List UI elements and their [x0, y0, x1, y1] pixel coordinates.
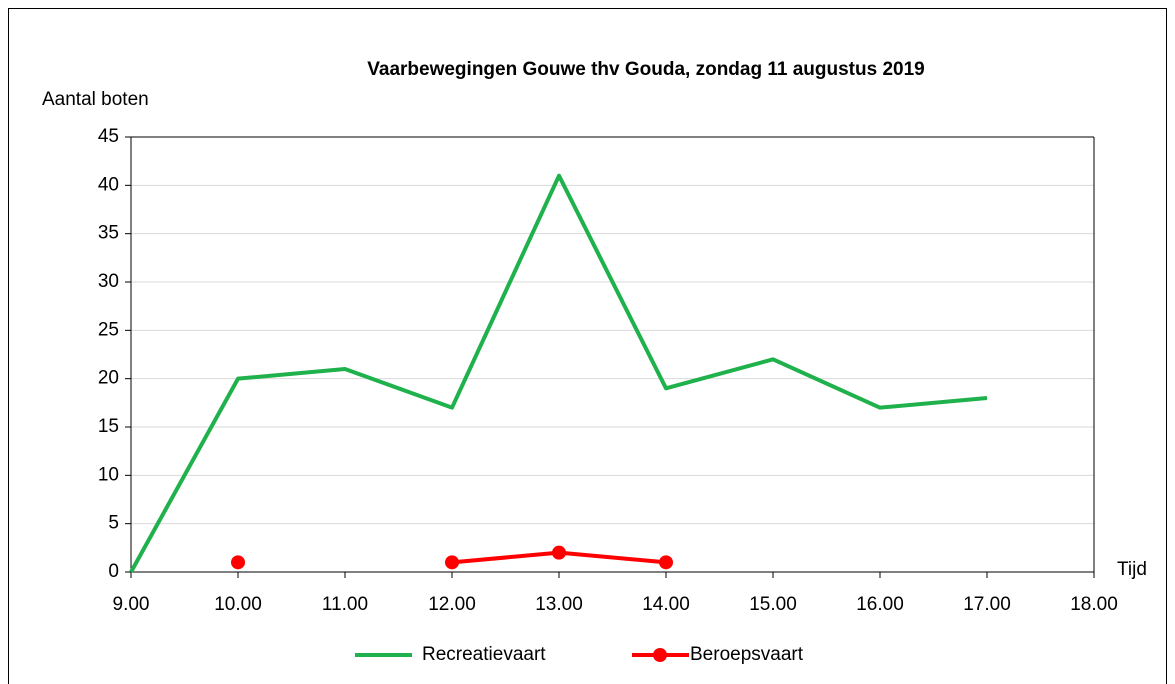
y-tick-label: 15 [98, 416, 119, 437]
y-axis-label: Aantal boten [42, 89, 149, 110]
data-point [231, 555, 245, 570]
x-tick-label: 12.00 [428, 594, 476, 615]
y-tick-label: 40 [98, 174, 119, 195]
x-tick-label: 11.00 [322, 594, 368, 615]
y-tick-label: 10 [98, 464, 119, 485]
x-tick-label: 18.00 [1070, 594, 1118, 615]
x-tick-label: 16.00 [856, 594, 904, 615]
legend-label: Recreatievaart [422, 644, 546, 665]
chart-border [8, 8, 1167, 684]
data-point [445, 555, 459, 570]
y-tick-label: 5 [108, 513, 119, 534]
series-line [129, 173, 988, 573]
chart-title: Vaarbewegingen Gouwe thv Gouda, zondag 1… [367, 59, 924, 80]
y-tick-label: 25 [98, 319, 119, 340]
x-tick-label: 13.00 [535, 594, 583, 615]
x-tick-label: 15.00 [749, 594, 797, 615]
x-tick-label: 10.00 [214, 594, 262, 615]
legend-label: Beroepsvaart [690, 644, 804, 665]
y-tick-label: 45 [98, 126, 119, 147]
data-point [659, 555, 673, 570]
x-axis-label: Tijd [1117, 559, 1147, 580]
y-tick-label: 20 [98, 368, 119, 389]
legend-marker [653, 648, 667, 662]
y-tick-label: 30 [98, 271, 119, 292]
y-tick-label: 0 [108, 561, 119, 582]
x-tick-label: 14.00 [642, 594, 690, 615]
y-tick-label: 35 [98, 223, 119, 244]
x-tick-label: 17.00 [963, 594, 1011, 615]
data-point [552, 545, 566, 560]
x-tick-label: 9.00 [113, 594, 150, 615]
